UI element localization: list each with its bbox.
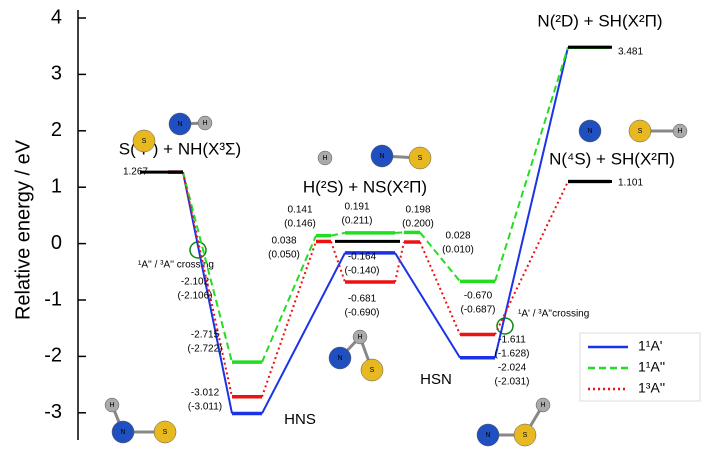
legend-label: 1¹A'' xyxy=(638,359,665,375)
value-label: (-3.011) xyxy=(188,402,222,413)
legend-label: 1³A'' xyxy=(638,380,665,396)
connector xyxy=(395,242,404,282)
atom-label: S xyxy=(523,432,528,439)
value-label: 0.038 xyxy=(271,236,296,247)
value-label: -3.012 xyxy=(191,388,220,399)
value-label: 0.141 xyxy=(287,205,312,216)
category-label: HSN xyxy=(420,371,452,388)
value-label: (0.010) xyxy=(442,245,474,256)
level-value-label: 1.267 xyxy=(123,167,148,178)
atom-label: N xyxy=(485,432,490,439)
species-label: H(²S) + NS(X²Π) xyxy=(303,177,427,196)
atom-label: S xyxy=(418,155,423,162)
value-label: (-1.628) xyxy=(494,349,529,360)
chart: Relative energy / eV ¹A'' / ³A'' crossin… xyxy=(0,0,711,450)
value-label: (-2.031) xyxy=(494,377,529,388)
value-label: (0.050) xyxy=(268,250,300,261)
category-label: HNS xyxy=(284,411,316,428)
atom-label: H xyxy=(677,128,682,135)
annotation: ¹A' / ³A''crossing xyxy=(518,309,589,320)
y-tick-label: 1 xyxy=(51,175,62,197)
atom-label: S xyxy=(142,138,147,145)
atom-label: H xyxy=(109,402,114,409)
value-label: 0.198 xyxy=(405,205,430,216)
y-tick-label: 4 xyxy=(51,6,62,28)
value-label: (-0.690) xyxy=(344,308,379,319)
crossing-marker xyxy=(497,318,513,334)
y-tick-label: -3 xyxy=(44,401,62,423)
atom-label: S xyxy=(163,429,168,436)
y-axis-label: Relative energy / eV xyxy=(12,139,34,320)
atom-label: N xyxy=(120,429,125,436)
y-tick-label: 2 xyxy=(51,119,62,141)
connector xyxy=(331,233,345,236)
atom-label: H xyxy=(357,334,362,341)
value-label: 0.191 xyxy=(344,202,369,213)
y-tick-label: -2 xyxy=(44,345,62,367)
level-value-label: 3.481 xyxy=(618,47,643,58)
value-label: -0.164 xyxy=(348,252,377,263)
atom-label: N xyxy=(379,153,384,160)
atom-label: H xyxy=(202,120,207,127)
value-label: -0.681 xyxy=(348,294,377,305)
legend-label: 1¹A' xyxy=(638,338,662,354)
atom-label: N xyxy=(587,128,592,135)
value-label: -1.611 xyxy=(498,335,526,346)
value-label: -2.715 xyxy=(191,330,220,341)
value-label: (0.200) xyxy=(402,219,434,230)
value-label: (-0.140) xyxy=(344,266,379,277)
atom-label: N xyxy=(337,355,342,362)
value-label: -0.670 xyxy=(464,291,493,302)
y-tick-label: 0 xyxy=(51,232,62,254)
connector xyxy=(420,242,460,334)
value-label: (0.146) xyxy=(284,219,316,230)
value-label: 0.028 xyxy=(445,231,470,242)
y-tick-label: -1 xyxy=(44,288,62,310)
species-label: N(²D) + SH(X²Π) xyxy=(537,11,662,30)
y-tick-label: 3 xyxy=(51,63,62,85)
connector xyxy=(262,241,316,396)
level-value-label: 1.101 xyxy=(618,178,643,189)
atom-label: S xyxy=(638,128,643,135)
atom-label: S xyxy=(370,367,375,374)
atom-label: H xyxy=(322,155,327,162)
value-label: -2.024 xyxy=(498,363,527,374)
species-label: N(⁴S) + SH(X²Π) xyxy=(549,149,675,168)
value-label: (0.211) xyxy=(342,216,373,227)
atom-label: N xyxy=(177,121,182,128)
value-label: -2.102 xyxy=(181,277,210,288)
atom-label: H xyxy=(540,402,545,409)
value-label: (-2.106) xyxy=(177,291,212,302)
value-label: (-0.687) xyxy=(460,305,495,316)
value-label: (-2.722) xyxy=(187,344,222,355)
